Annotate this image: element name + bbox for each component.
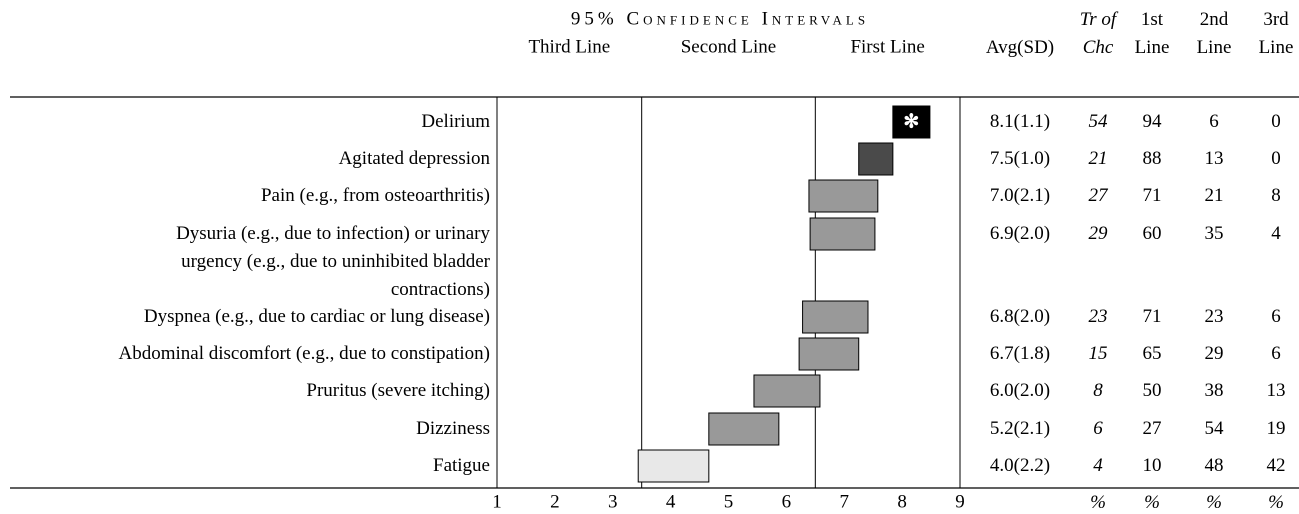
interval-box xyxy=(637,449,710,483)
table-cell: 4 xyxy=(1093,455,1103,476)
row-label: Fatigue xyxy=(433,455,490,476)
x-tick-label: 5 xyxy=(724,491,734,512)
unit-label: % xyxy=(1268,492,1284,513)
x-tick-label: 2 xyxy=(550,491,560,512)
interval-label: First Line xyxy=(850,36,924,57)
table-cell: 42 xyxy=(1266,455,1286,476)
table-cell: 21 xyxy=(1088,148,1108,169)
row-label: Agitated depression xyxy=(338,148,490,169)
table-cell: 38 xyxy=(1204,380,1224,401)
table-cell: 29 xyxy=(1088,223,1108,244)
table-cell: 5.2(2.1) xyxy=(989,418,1051,439)
table-cell: 54 xyxy=(1204,418,1224,439)
x-tick-label: 9 xyxy=(955,491,965,512)
table-cell: 50 xyxy=(1142,380,1162,401)
table-cell: 94 xyxy=(1142,111,1162,132)
table-cell: 71 xyxy=(1142,306,1162,327)
table-cell: 13 xyxy=(1204,148,1224,169)
unit-label: % xyxy=(1144,492,1160,513)
interval-label: Third Line xyxy=(528,36,610,57)
x-tick-label: 4 xyxy=(666,491,676,512)
row-label: Delirium xyxy=(421,111,490,132)
table-cell: 6 xyxy=(1209,111,1219,132)
table-cell: 6 xyxy=(1271,306,1281,327)
x-tick-label: 8 xyxy=(897,491,907,512)
row-label: Dizziness xyxy=(416,418,490,439)
table-cell: 6 xyxy=(1093,418,1103,439)
interval-label: Second Line xyxy=(681,36,777,57)
table-cell: 23 xyxy=(1204,306,1224,327)
x-tick-label: 1 xyxy=(492,491,502,512)
table-cell: 15 xyxy=(1088,343,1108,364)
table-cell: 88 xyxy=(1142,148,1162,169)
table-cell: 8 xyxy=(1271,185,1281,206)
table-cell: 29 xyxy=(1204,343,1224,364)
table-cell: 65 xyxy=(1142,343,1162,364)
table-cell: 60 xyxy=(1142,223,1162,244)
table-cell: 6.0(2.0) xyxy=(989,380,1051,401)
x-tick-label: 6 xyxy=(782,491,792,512)
table-cell: 6 xyxy=(1271,343,1281,364)
table-cell: 54 xyxy=(1088,111,1108,132)
table-cell: 0 xyxy=(1271,111,1281,132)
unit-label: % xyxy=(1206,492,1222,513)
interval-box xyxy=(798,337,860,371)
column-header: 3rd Line xyxy=(1258,9,1294,58)
box-symbol: ✻ xyxy=(903,111,919,132)
table-cell: 27 xyxy=(1088,185,1108,206)
table-cell: 13 xyxy=(1266,380,1286,401)
unit-label: % xyxy=(1090,492,1106,513)
table-cell: 27 xyxy=(1142,418,1162,439)
row-label: Dysuria (e.g., due to infection) or urin… xyxy=(176,223,490,300)
table-cell: 7.0(2.1) xyxy=(989,185,1051,206)
table-cell: 35 xyxy=(1204,223,1224,244)
column-header: Tr of Chc xyxy=(1079,9,1117,58)
table-cell: 23 xyxy=(1088,306,1108,327)
column-header: 2nd Line xyxy=(1196,9,1232,58)
table-cell: 8 xyxy=(1093,380,1103,401)
x-tick-label: 3 xyxy=(608,491,618,512)
table-cell: 10 xyxy=(1142,455,1162,476)
interval-box xyxy=(892,105,931,139)
column-header: 1st Line xyxy=(1134,9,1170,58)
table-cell: 7.5(1.0) xyxy=(989,148,1051,169)
interval-box xyxy=(753,374,821,408)
interval-box xyxy=(802,300,869,334)
interval-box xyxy=(858,142,894,176)
table-cell: 6.9(2.0) xyxy=(989,223,1051,244)
table-cell: 48 xyxy=(1204,455,1224,476)
row-label: Pruritus (severe itching) xyxy=(306,380,490,401)
table-cell: 6.8(2.0) xyxy=(989,306,1051,327)
row-label: Pain (e.g., from osteoarthritis) xyxy=(260,185,490,206)
chart-title: 95% Confidence Intervals xyxy=(571,8,869,29)
table-cell: 6.7(1.8) xyxy=(989,343,1051,364)
interval-box xyxy=(708,412,780,446)
x-tick-label: 7 xyxy=(840,491,850,512)
table-cell: 71 xyxy=(1142,185,1162,206)
column-header: Avg(SD) xyxy=(985,37,1055,58)
interval-box xyxy=(808,179,879,213)
interval-box xyxy=(809,217,876,251)
table-cell: 8.1(1.1) xyxy=(989,111,1051,132)
table-cell: 4.0(2.2) xyxy=(989,455,1051,476)
table-cell: 4 xyxy=(1271,223,1281,244)
row-label: Dyspnea (e.g., due to cardiac or lung di… xyxy=(143,306,490,327)
table-cell: 0 xyxy=(1271,148,1281,169)
table-cell: 19 xyxy=(1266,418,1286,439)
table-cell: 21 xyxy=(1204,185,1224,206)
row-label: Abdominal discomfort (e.g., due to const… xyxy=(118,343,490,364)
